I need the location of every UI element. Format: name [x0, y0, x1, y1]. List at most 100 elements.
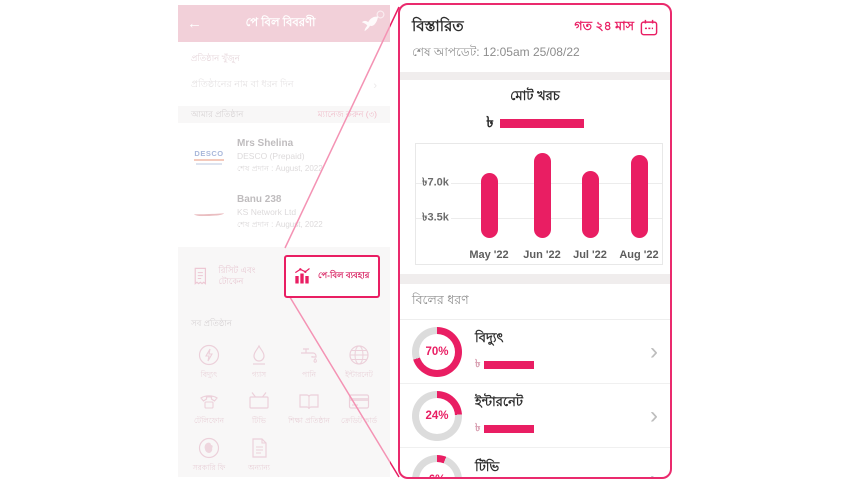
category-grid: বিদ্যুৎ গ্যাস পানি: [178, 335, 390, 477]
bill-type-row-tv[interactable]: 6% টিভি ৳ ›: [400, 448, 670, 478]
bill-type-header: বিলের ধরণ: [400, 284, 670, 320]
category-tv[interactable]: টিভি: [234, 389, 284, 425]
taka-symbol: ৳: [475, 422, 481, 434]
my-organizations-label: আমার প্রতিষ্ঠান: [191, 108, 244, 119]
category-label: বিদ্যুৎ: [200, 370, 218, 379]
search-placeholder: প্রতিষ্ঠানের নাম বা ধরন দিন: [191, 79, 294, 90]
provider-org: DESCO (Prepaid): [237, 151, 305, 161]
panel-title: বিস্তারিত: [412, 18, 464, 35]
organization-search-card: প্রতিষ্ঠান খুঁজুন প্রতিষ্ঠানের নাম বা ধর…: [178, 42, 390, 106]
chart-title: মোট খরচ: [510, 88, 560, 103]
category-label: টেলিফোন: [193, 416, 224, 426]
bar-chart-plot: ৳7.0k ৳3.5k May '22 Jun '22 Jul '22 Aug '22: [415, 143, 663, 265]
category-label: টিভি: [252, 416, 266, 426]
water-tap-icon: [301, 348, 317, 363]
desco-logo-accent: [194, 159, 224, 161]
chevron-right-icon[interactable]: ›: [650, 337, 658, 365]
category-internet[interactable]: ইন্টারনেট: [334, 343, 384, 379]
bill-type-row-internet[interactable]: 24% ইন্টারনেট ৳ ›: [400, 384, 670, 448]
calendar-icon: [640, 19, 658, 36]
category-others[interactable]: অন্যান্য: [234, 436, 284, 472]
date-range-label: গত ২৪ মাস: [574, 18, 634, 33]
search-input[interactable]: প্রতিষ্ঠানের নাম বা ধরন দিন ›: [191, 78, 377, 93]
chevron-right-icon[interactable]: ›: [650, 401, 658, 429]
donut-percent-label: 24%: [425, 409, 449, 422]
bill-type-label: ইন্টারনেট: [475, 394, 523, 409]
category-label: অন্যান্য: [248, 462, 270, 472]
globe-icon: [349, 345, 369, 365]
category-water[interactable]: পানি: [284, 343, 334, 379]
flame-icon: [253, 344, 265, 365]
x-tick-label: Jul '22: [573, 249, 607, 261]
redacted-amount-bar: [499, 119, 584, 128]
section-divider: [400, 72, 670, 80]
phone-screenshot: ← পে বিল বিবরণী প্রতিষ্ঠান খুঁজুন প্রতিষ…: [178, 5, 390, 477]
bill-type-label: টিভি: [475, 458, 500, 474]
desco-logo-subline: [196, 163, 222, 165]
x-tick-label: Aug '22: [619, 249, 659, 261]
category-gas[interactable]: গ্যাস: [234, 343, 284, 379]
provider-last-paid: শেষ প্রদান : August, 2022: [237, 164, 323, 173]
paybill-usage-label: পে-বিল ব্যবহার: [317, 270, 370, 280]
back-arrow-icon[interactable]: ←: [187, 15, 202, 32]
donut-chart: 70%: [412, 326, 462, 377]
paybill-usage-button[interactable]: পে-বিল ব্যবহার: [283, 254, 380, 298]
usage-detail-panel: বিস্তারিত গত ২৪ মাস শেষ আপডেট: 12:05am 2…: [398, 3, 672, 479]
ks-network-logo-mark: [193, 209, 225, 217]
category-label: ক্রেডিট কার্ড: [340, 416, 378, 426]
app-title: পে বিল বিবরণী: [245, 17, 316, 29]
manage-link[interactable]: ম্যানেজ করুন (৩): [317, 108, 377, 119]
receipt-icon: [194, 267, 207, 285]
chart-legend: ৳: [400, 111, 670, 136]
provider-last-paid: শেষ প্রদান : August, 2022: [237, 220, 323, 229]
telephone-icon: [200, 395, 218, 409]
tv-icon: [249, 392, 269, 409]
bar-chart-icon: [294, 268, 310, 284]
category-govt-fee[interactable]: সরকারি ফি: [184, 436, 234, 472]
bar-May '22: [480, 173, 498, 238]
bar-Aug '22: [630, 155, 648, 238]
category-label: পানি: [302, 370, 316, 379]
category-label: গ্যাস: [251, 370, 267, 379]
taka-symbol: ৳: [475, 358, 481, 370]
x-tick-label: May '22: [469, 249, 509, 261]
bar-Jun '22: [533, 153, 551, 238]
bill-type-label: বিদ্যুৎ: [475, 330, 504, 345]
chevron-right-icon: ›: [373, 79, 377, 92]
bill-type-row-electricity[interactable]: 70% বিদ্যুৎ ৳ ›: [400, 320, 670, 384]
book-icon: [299, 394, 319, 410]
provider-org: KS Network Ltd: [237, 207, 297, 217]
provider-row-ks-network[interactable]: Banu 238 KS Network Ltd শেষ প্রদান : Aug…: [178, 185, 390, 241]
app-header: ← পে বিল বিবরণী: [178, 5, 390, 42]
document-icon: [252, 437, 267, 458]
bangladesh-map-icon: [198, 437, 220, 458]
donut-chart: 24%: [412, 390, 462, 441]
desco-wordmark: DESCO: [194, 149, 224, 158]
y-tick-label: ৳7.0k: [422, 173, 451, 193]
all-organizations-row: সব প্রতিষ্ঠান: [178, 305, 390, 335]
date-range-selector[interactable]: গত ২৪ মাস: [574, 18, 658, 38]
ks-network-logo: [191, 209, 227, 217]
category-telephone[interactable]: টেলিফোন: [184, 389, 234, 425]
receipt-token-label: রিসিট এবং টোকেন: [218, 265, 256, 286]
x-tick-label: Jun '22: [523, 249, 561, 261]
provider-row-desco[interactable]: DESCO Mrs Shelina DESCO (Prepaid) শেষ প্…: [178, 129, 390, 185]
my-organizations-row: আমার প্রতিষ্ঠান ম্যানেজ করুন (৩): [178, 106, 390, 123]
category-electricity[interactable]: বিদ্যুৎ: [184, 343, 234, 379]
search-icon[interactable]: [376, 10, 386, 20]
receipt-token-button[interactable]: রিসিট এবং টোকেন: [191, 265, 278, 287]
saved-providers-card: DESCO Mrs Shelina DESCO (Prepaid) শেষ প্…: [178, 123, 390, 247]
total-expense-chart-section: মোট খরচ ৳ ৳7.0k ৳3.5k May '22 Jun '22 Jul '2…: [400, 80, 670, 274]
y-tick-label: ৳3.5k: [422, 208, 451, 228]
bar-Jul '22: [581, 171, 599, 238]
all-organizations-label: সব প্রতিষ্ঠান: [191, 318, 232, 328]
chevron-right-icon[interactable]: ›: [650, 468, 658, 478]
taka-symbol: ৳: [486, 114, 494, 131]
category-label: ইন্টারনেট: [345, 370, 373, 379]
donut-percent-label: 6%: [429, 474, 446, 477]
category-education[interactable]: শিক্ষা প্রতিষ্ঠান: [284, 389, 334, 425]
category-credit-card[interactable]: ক্রেডিট কার্ড: [334, 389, 384, 425]
bulb-icon: [198, 344, 220, 366]
provider-name: Mrs Shelina: [237, 138, 294, 149]
